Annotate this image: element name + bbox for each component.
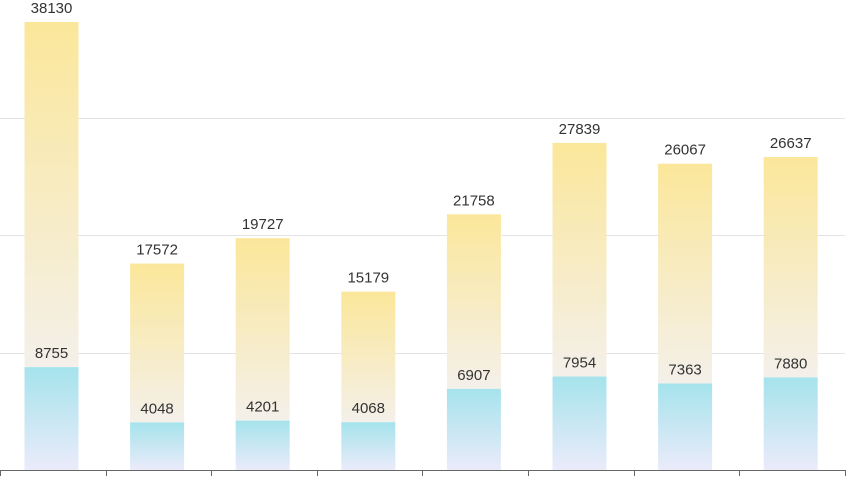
label-sub-3: 4201 — [246, 399, 279, 416]
bar-sub-4 — [341, 422, 396, 470]
label-sub-5: 6907 — [457, 367, 490, 384]
bar-total-5 — [446, 214, 501, 389]
label-total-6: 27839 — [559, 121, 601, 138]
label-total-4: 15179 — [347, 270, 389, 287]
label-sub-1: 8755 — [35, 345, 68, 362]
bars — [24, 21, 818, 470]
label-sub-2: 4048 — [140, 400, 173, 417]
x-axis — [0, 470, 846, 476]
label-total-3: 19727 — [242, 216, 284, 233]
label-sub-8: 7880 — [774, 355, 807, 372]
bar-total-8 — [763, 157, 818, 378]
bar-total-7 — [658, 163, 713, 384]
bar-total-1 — [24, 21, 79, 368]
bar-total-2 — [130, 263, 185, 423]
data-labels: 38130 8755 17572 4048 19727 4201 15179 4068 2175… — [31, 0, 812, 417]
bar-sub-7 — [658, 383, 713, 470]
label-total-8: 26637 — [770, 135, 812, 152]
bar-total-4 — [341, 291, 396, 423]
label-total-7: 26067 — [664, 142, 706, 159]
bar-sub-3 — [235, 420, 290, 470]
bar-sub-5 — [446, 388, 501, 470]
bar-sub-2 — [130, 422, 185, 470]
bar-total-6 — [552, 142, 607, 377]
label-total-5: 21758 — [453, 192, 495, 209]
label-sub-6: 7954 — [563, 355, 596, 372]
label-total-1: 38130 — [31, 0, 73, 17]
bar-sub-8 — [763, 377, 818, 470]
label-total-2: 17572 — [136, 242, 178, 259]
label-sub-4: 4068 — [352, 400, 385, 417]
label-sub-7: 7363 — [668, 361, 701, 378]
gridlines — [0, 118, 845, 354]
bar-total-3 — [235, 238, 290, 421]
bar-sub-1 — [24, 367, 79, 470]
bar-sub-6 — [552, 376, 607, 470]
